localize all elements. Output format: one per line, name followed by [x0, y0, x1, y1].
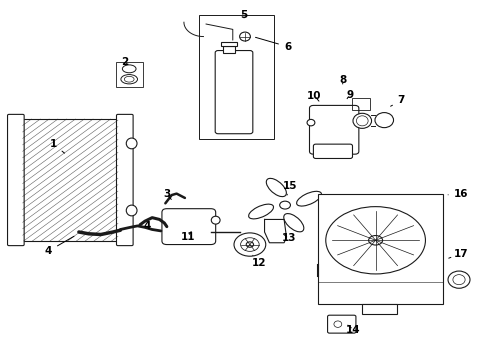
Text: 4: 4	[45, 236, 74, 256]
Text: 10: 10	[307, 91, 321, 101]
FancyBboxPatch shape	[215, 50, 253, 134]
Text: 1: 1	[50, 139, 65, 153]
Ellipse shape	[284, 213, 304, 232]
Polygon shape	[265, 220, 287, 243]
Ellipse shape	[326, 207, 425, 274]
Ellipse shape	[307, 120, 315, 126]
Ellipse shape	[280, 201, 291, 209]
Ellipse shape	[375, 113, 393, 128]
Text: 12: 12	[251, 255, 266, 268]
FancyBboxPatch shape	[162, 209, 216, 244]
Text: 8: 8	[339, 75, 346, 85]
Bar	[220, 42, 237, 46]
Text: 14: 14	[346, 325, 361, 334]
Text: 16: 16	[448, 189, 468, 199]
Bar	[116, 62, 143, 87]
FancyBboxPatch shape	[328, 315, 356, 333]
Ellipse shape	[296, 191, 321, 206]
Text: 7: 7	[391, 95, 405, 106]
FancyBboxPatch shape	[310, 105, 359, 154]
Ellipse shape	[246, 242, 253, 247]
Text: 4: 4	[144, 221, 151, 230]
Ellipse shape	[126, 205, 137, 216]
Bar	[198, 15, 274, 139]
Ellipse shape	[266, 178, 286, 197]
FancyBboxPatch shape	[314, 144, 352, 158]
Ellipse shape	[368, 235, 383, 245]
Text: 13: 13	[282, 233, 296, 243]
Text: 15: 15	[283, 181, 297, 195]
Bar	[318, 194, 443, 304]
Text: 17: 17	[449, 248, 468, 258]
Bar	[351, 98, 370, 110]
Text: 11: 11	[181, 231, 195, 242]
Ellipse shape	[211, 216, 220, 224]
FancyBboxPatch shape	[117, 114, 133, 246]
Bar	[23, 119, 118, 241]
Ellipse shape	[448, 271, 470, 288]
Bar	[362, 304, 397, 315]
FancyBboxPatch shape	[7, 114, 24, 246]
Ellipse shape	[353, 113, 371, 129]
Text: 9: 9	[346, 90, 353, 100]
Text: 2: 2	[121, 57, 128, 67]
Ellipse shape	[248, 204, 273, 219]
Text: 6: 6	[255, 37, 291, 51]
Ellipse shape	[126, 138, 137, 149]
Ellipse shape	[234, 233, 266, 256]
Text: 3: 3	[163, 189, 172, 199]
Bar	[223, 45, 235, 53]
Text: 5: 5	[241, 10, 247, 20]
Ellipse shape	[240, 32, 250, 41]
